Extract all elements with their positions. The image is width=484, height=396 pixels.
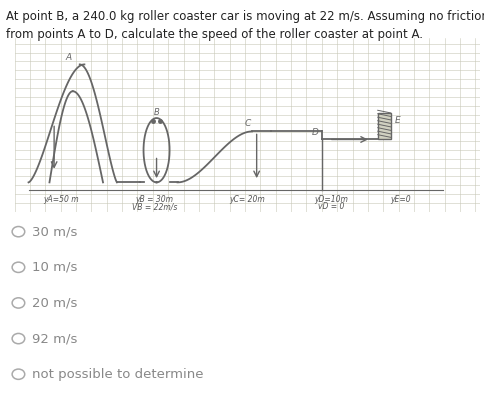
Text: yD=10m: yD=10m <box>314 195 348 204</box>
Text: from points A to D, calculate the speed of the roller coaster at point A.: from points A to D, calculate the speed … <box>6 28 422 41</box>
Text: yB = 30m: yB = 30m <box>135 195 173 204</box>
Text: yA=50 m: yA=50 m <box>43 195 79 204</box>
Text: yE=0: yE=0 <box>390 195 410 204</box>
Text: not possible to determine: not possible to determine <box>31 368 203 381</box>
Text: C: C <box>244 119 250 128</box>
Text: At point B, a 240.0 kg roller coaster car is moving at 22 m/s. Assuming no frict: At point B, a 240.0 kg roller coaster ca… <box>6 10 484 23</box>
Text: yC= 20m: yC= 20m <box>229 195 265 204</box>
Text: E: E <box>393 116 399 126</box>
Text: 20 m/s: 20 m/s <box>31 297 77 309</box>
Text: A: A <box>65 53 71 63</box>
Text: D: D <box>311 128 318 137</box>
Text: 92 m/s: 92 m/s <box>31 332 77 345</box>
Text: VB = 22m/s: VB = 22m/s <box>131 202 177 211</box>
Bar <box>377 113 390 139</box>
Text: 30 m/s: 30 m/s <box>31 225 77 238</box>
Text: 10 m/s: 10 m/s <box>31 261 77 274</box>
Text: vD = 0: vD = 0 <box>318 202 344 211</box>
Text: B: B <box>153 108 159 117</box>
